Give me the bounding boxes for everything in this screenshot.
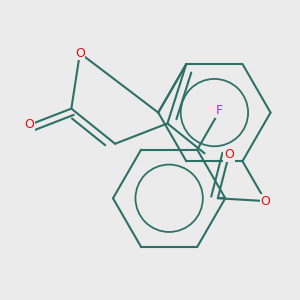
Text: O: O <box>25 118 34 131</box>
Text: O: O <box>224 148 234 161</box>
Text: O: O <box>260 195 270 208</box>
Text: F: F <box>216 104 223 117</box>
Text: O: O <box>75 46 85 60</box>
